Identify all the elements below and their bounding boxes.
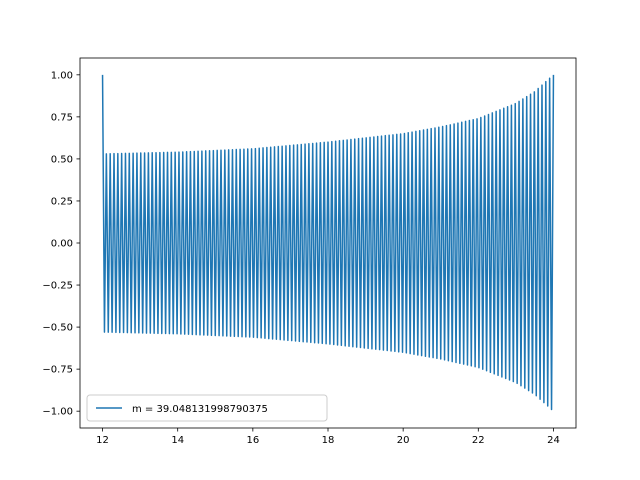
legend-label: m = 39.048131998790375 bbox=[132, 404, 268, 415]
x-tick-label: 22 bbox=[472, 435, 485, 446]
x-tick-label: 20 bbox=[397, 435, 410, 446]
y-tick-label: 0.00 bbox=[51, 239, 73, 250]
x-tick-label: 18 bbox=[322, 435, 335, 446]
y-tick-label: −0.75 bbox=[42, 365, 73, 376]
y-tick-label: 0.75 bbox=[51, 112, 73, 123]
y-tick-label: −0.50 bbox=[42, 323, 73, 334]
y-tick-label: 0.50 bbox=[51, 154, 73, 165]
series-line bbox=[101, 74, 555, 411]
y-tick-label: 1.00 bbox=[51, 70, 73, 81]
y-tick-label: −1.00 bbox=[42, 407, 73, 418]
legend: m = 39.048131998790375 bbox=[86, 394, 328, 422]
x-tick-label: 16 bbox=[246, 435, 259, 446]
series-layer bbox=[101, 74, 555, 411]
legend-box bbox=[86, 394, 328, 422]
x-tick-label: 14 bbox=[171, 435, 184, 446]
y-tick-label: 0.25 bbox=[51, 196, 73, 207]
axes: 12 14 16 18 20 22 24 1.00 0.75 0.50 0.25 0.00 −0.25 −… bbox=[42, 57, 577, 446]
y-tick-label: −0.25 bbox=[42, 281, 73, 292]
x-tick-label: 12 bbox=[96, 435, 109, 446]
x-tick-label: 24 bbox=[547, 435, 560, 446]
